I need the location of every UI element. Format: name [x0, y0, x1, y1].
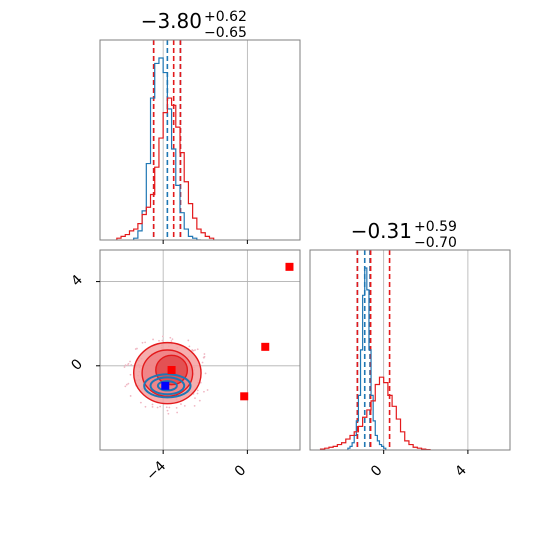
sample-point	[191, 349, 194, 352]
sample-point	[161, 335, 164, 338]
red-marker	[240, 392, 249, 401]
sample-point	[129, 373, 132, 376]
sample-point	[124, 385, 127, 388]
sample-point	[167, 412, 170, 415]
title-plus-error: +0.59	[414, 219, 457, 235]
title-median: −3.80	[141, 9, 202, 33]
sample-point	[180, 403, 182, 405]
sample-point	[161, 339, 164, 342]
red-histogram	[319, 376, 431, 450]
sample-point	[198, 399, 201, 402]
sample-point	[152, 338, 154, 341]
sample-point	[127, 362, 130, 365]
blue-contour	[156, 380, 178, 392]
sample-point	[151, 405, 154, 408]
sample-point	[165, 406, 168, 409]
sample-point	[203, 356, 205, 359]
sample-point	[166, 409, 169, 412]
clip-bottom-left-group	[100, 250, 300, 450]
sample-point	[169, 336, 172, 339]
panel-frame-bottom-right	[309, 249, 511, 451]
sample-point	[187, 339, 190, 342]
sample-point	[158, 339, 160, 342]
red-marker	[285, 262, 294, 271]
sample-point	[204, 372, 207, 375]
sample-point	[123, 366, 126, 368]
clip-bottom-right-group	[319, 250, 469, 450]
sample-point	[156, 406, 159, 409]
sample-point	[175, 406, 178, 409]
x-tick-label: −4	[143, 458, 169, 484]
sample-point	[124, 364, 127, 367]
red-histogram	[116, 97, 215, 240]
sample-point	[127, 382, 130, 385]
red-marker	[167, 366, 176, 374]
sample-point	[141, 341, 144, 344]
blue-contour	[143, 373, 192, 399]
sample-point	[203, 353, 206, 355]
blue-histogram	[347, 267, 387, 450]
sample-point	[129, 395, 132, 397]
sample-point	[183, 404, 186, 407]
sample-point	[206, 389, 209, 391]
sample-point	[144, 341, 147, 344]
sample-point	[130, 364, 133, 366]
sample-point	[193, 404, 196, 407]
blue-contour	[149, 376, 186, 396]
x-tick-label: 4	[452, 462, 470, 480]
sample-point	[129, 360, 131, 363]
panel-title-bottom-right: −0.31 +0.59−0.70	[351, 219, 457, 251]
title-plus-error: +0.62	[204, 9, 247, 25]
x-tick-label: 0	[232, 462, 250, 480]
red-marker	[261, 342, 270, 351]
title-minus-error: −0.65	[204, 25, 247, 41]
panel-frame-top-left	[99, 39, 301, 241]
y-tick-label: 4	[68, 272, 86, 290]
sample-point	[139, 401, 142, 404]
sample-point	[171, 338, 174, 341]
panel-title-top-left: −3.80 +0.62−0.65	[141, 9, 247, 41]
y-tick-label: 0	[68, 356, 86, 374]
title-minus-error: −0.70	[414, 235, 457, 251]
sample-point	[136, 347, 138, 350]
sample-point	[159, 405, 162, 408]
x-tick-label: 0	[368, 462, 386, 480]
sample-point	[196, 392, 199, 395]
sample-point	[203, 390, 205, 393]
title-median: −0.31	[351, 219, 412, 243]
blue-histogram	[133, 57, 202, 240]
blue-marker	[161, 381, 170, 390]
sample-point	[126, 364, 129, 367]
sample-point	[176, 411, 179, 414]
sample-point	[125, 383, 128, 386]
sample-point	[196, 389, 199, 392]
sample-point	[201, 361, 204, 364]
sample-point	[188, 345, 191, 348]
sample-point	[196, 348, 199, 351]
sample-point	[151, 403, 154, 406]
sample-point	[194, 397, 196, 400]
clip-top-left-group	[116, 40, 248, 240]
sample-point	[194, 349, 196, 351]
sample-point	[168, 406, 171, 409]
sample-point	[144, 405, 147, 408]
sample-point	[170, 340, 173, 342]
panel-frame-bottom-left	[99, 249, 301, 451]
